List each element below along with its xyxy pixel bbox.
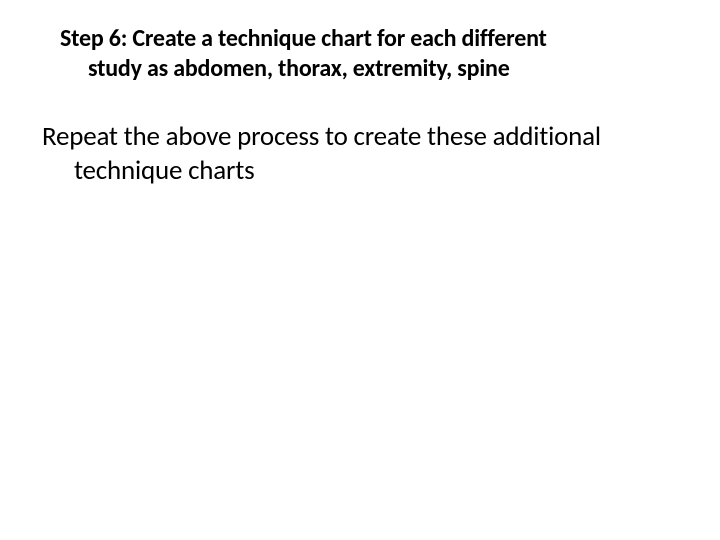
body-line-2: technique charts (42, 154, 672, 188)
slide-body: Repeat the above process to create these… (42, 120, 672, 188)
heading-line-1: Step 6: Create a technique chart for eac… (60, 24, 672, 54)
slide-container: Step 6: Create a technique chart for eac… (0, 0, 720, 540)
body-line-1: Repeat the above process to create these… (42, 120, 672, 154)
heading-line-2: study as abdomen, thorax, extremity, spi… (60, 54, 672, 84)
slide-heading: Step 6: Create a technique chart for eac… (60, 24, 672, 84)
